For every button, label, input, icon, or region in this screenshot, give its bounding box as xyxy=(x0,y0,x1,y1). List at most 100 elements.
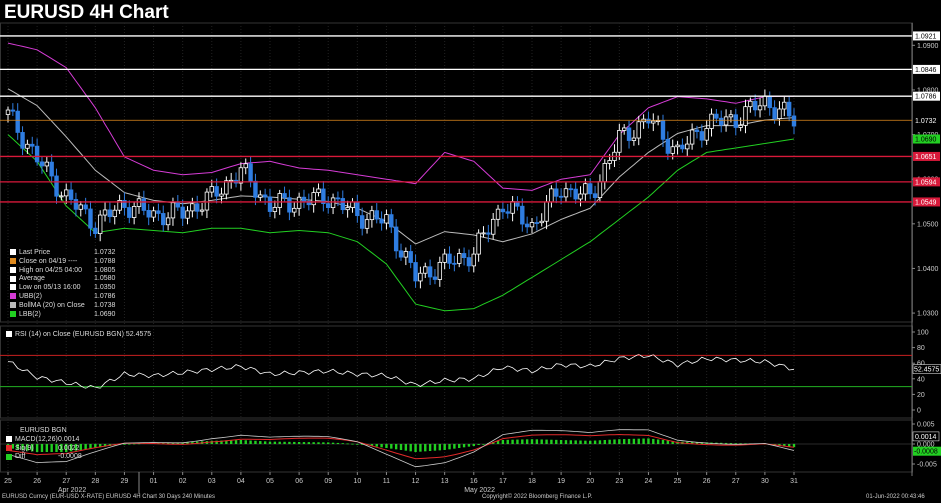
legend-swatch xyxy=(10,301,16,308)
macd-histogram-bar xyxy=(506,439,509,444)
support-tag: 1.0549 xyxy=(915,199,937,206)
candle-body xyxy=(476,232,481,255)
macd-histogram-bar xyxy=(249,440,252,444)
macd-legend-swatch xyxy=(6,435,12,442)
candle-body xyxy=(408,251,413,263)
rsi-panel: 100 80 60 40 20 0 52.4575 xyxy=(0,330,941,415)
diff-value-tag-bg xyxy=(913,446,941,456)
legend-text: BollMA (20) on Close xyxy=(19,301,85,309)
macd-histogram-bar xyxy=(11,444,15,449)
candle-body xyxy=(782,101,787,110)
resistance-tag: 1.0921 xyxy=(915,33,937,40)
candle-body xyxy=(345,207,350,211)
macd-histogram-bar xyxy=(69,444,73,452)
candle-body xyxy=(539,220,544,224)
macd-histogram-bar xyxy=(35,444,39,452)
candle-body xyxy=(500,208,506,213)
price-tick-label: 1.0500 xyxy=(917,221,939,228)
candle-body xyxy=(25,143,30,149)
macd-histogram-bar xyxy=(171,442,175,444)
legend-text: High on 04/25 04:00 xyxy=(19,266,83,274)
support-tag: 1.0594 xyxy=(915,179,937,186)
candle-body xyxy=(398,250,404,258)
lbb-tag: 1.0690 xyxy=(915,137,937,144)
x-tick-label: 27 xyxy=(732,478,740,485)
macd-histogram-bar xyxy=(559,440,563,444)
macd-histogram-bar xyxy=(521,439,524,444)
macd-histogram-bar xyxy=(404,444,408,451)
macd-histogram-bar xyxy=(622,439,626,444)
candle-body xyxy=(524,223,530,228)
candle-body xyxy=(258,194,263,198)
macd-histogram-bar xyxy=(74,444,78,451)
macd-histogram-bar xyxy=(564,440,568,444)
legend-swatch xyxy=(10,249,16,256)
rsi-value-tag: 52.4575 xyxy=(914,367,939,374)
macd-histogram-bar xyxy=(530,439,534,444)
candle-body xyxy=(44,161,50,167)
candle-body xyxy=(602,163,607,183)
x-tick-label: 12 xyxy=(412,478,420,485)
candle-body xyxy=(626,127,632,141)
candle-body xyxy=(15,110,20,133)
legend-row: LBB(2) 1.0690 xyxy=(10,311,120,320)
legend-row: Average 1.0580 xyxy=(10,275,120,284)
candle-body xyxy=(767,95,772,109)
macd-legend-text: Sig(9) xyxy=(15,444,34,452)
month-label-april: Apr 2022 xyxy=(58,487,87,494)
legend-row: Last Price 1.0732 xyxy=(10,249,120,258)
macd-legend-value: 0.0014 xyxy=(58,435,80,443)
macd-histogram-bar xyxy=(443,444,446,450)
legend-value: 1.0350 xyxy=(94,284,116,292)
macd-histogram-bar xyxy=(331,442,335,444)
candle-body xyxy=(20,132,25,149)
macd-histogram-bar xyxy=(496,441,500,444)
candle-body xyxy=(437,261,443,280)
candle-body xyxy=(296,196,302,209)
candle-body xyxy=(660,120,666,140)
candle-body xyxy=(180,206,185,219)
candle-body xyxy=(238,167,244,184)
macd-histogram-bar xyxy=(317,442,320,444)
x-tick-label: 09 xyxy=(324,478,332,485)
candle-body xyxy=(670,146,675,154)
macd-histogram-bar xyxy=(700,442,704,444)
candle-body xyxy=(486,232,491,235)
candle-body xyxy=(170,202,176,219)
macd-histogram-bar xyxy=(642,438,645,444)
macd-histogram-bar xyxy=(356,444,359,445)
candle-body xyxy=(777,108,782,119)
macd-histogram-bar xyxy=(26,444,29,451)
x-tick-label: 28 xyxy=(91,478,99,485)
panel-frame xyxy=(0,22,913,323)
candle-body xyxy=(791,115,797,127)
candle-body xyxy=(554,188,559,197)
upper-bollinger-band xyxy=(7,42,795,191)
candle-body xyxy=(651,120,656,124)
macd-histogram-bar xyxy=(720,442,723,444)
candle-body xyxy=(287,197,292,213)
candle-body xyxy=(73,199,79,210)
macd-histogram-bar xyxy=(244,440,247,444)
macd-histogram-bar xyxy=(428,444,432,451)
candle-body xyxy=(384,214,389,224)
candle-body xyxy=(131,206,137,218)
candle-body xyxy=(340,198,345,211)
macd-signal-line xyxy=(7,433,795,460)
macd-histogram-bar xyxy=(647,438,650,444)
candle-body xyxy=(578,193,583,200)
macd-histogram-bar xyxy=(239,440,243,444)
candle-body xyxy=(466,257,472,267)
candle-body xyxy=(39,161,45,167)
support-tag-bg xyxy=(913,177,940,187)
macd-histogram-bar xyxy=(55,444,58,452)
candle-body xyxy=(762,95,768,107)
candle-body xyxy=(301,196,307,202)
candle-body xyxy=(190,203,195,212)
x-tick-label: 27 xyxy=(62,478,70,485)
diff-value-tag: -0.0008 xyxy=(914,449,938,456)
candle-body xyxy=(185,210,190,219)
legend-value: 1.0580 xyxy=(94,275,116,283)
macd-histogram-bar xyxy=(196,441,199,444)
